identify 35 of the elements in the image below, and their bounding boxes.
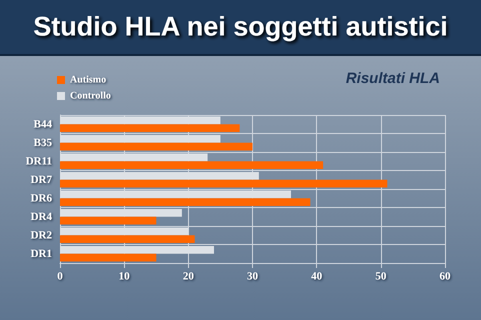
bar	[60, 235, 195, 244]
y-tick-label: DR6	[30, 192, 52, 204]
bar	[60, 172, 259, 180]
bar	[60, 246, 214, 254]
x-tick-label: 50	[375, 270, 387, 282]
y-tick-label: B35	[34, 136, 52, 149]
bar	[60, 198, 310, 206]
bar	[60, 161, 324, 170]
x-tick-label: 10	[118, 270, 130, 282]
legend-label: Controllo	[70, 90, 111, 102]
x-tick-label: 30	[247, 270, 258, 282]
bar	[60, 208, 182, 217]
y-tick-label: DR11	[26, 155, 52, 168]
y-tick-label: DR2	[30, 229, 52, 242]
y-tick-label: B44	[34, 118, 52, 130]
chart-title: Studio HLA nei soggetti autistici	[33, 12, 448, 42]
x-tick-label: 0	[57, 270, 64, 282]
bar	[60, 180, 388, 188]
bar	[60, 116, 220, 124]
bar	[60, 227, 188, 236]
bar	[60, 124, 240, 132]
bar	[60, 142, 252, 151]
y-tick-label: DR4	[30, 210, 52, 223]
x-tick-label: 20	[182, 270, 194, 282]
bar	[60, 153, 208, 162]
bar	[60, 216, 156, 225]
bar	[60, 190, 291, 198]
x-tick-label: 40	[311, 270, 323, 282]
y-tick-label: DR7	[30, 174, 52, 186]
x-tick-label: 60	[440, 270, 451, 282]
bar	[60, 254, 156, 262]
bar	[60, 134, 220, 143]
chart-subtitle: Risultati HLA	[346, 70, 440, 87]
y-tick-label: DR1	[30, 248, 52, 260]
legend-label: Autismo	[70, 74, 106, 86]
